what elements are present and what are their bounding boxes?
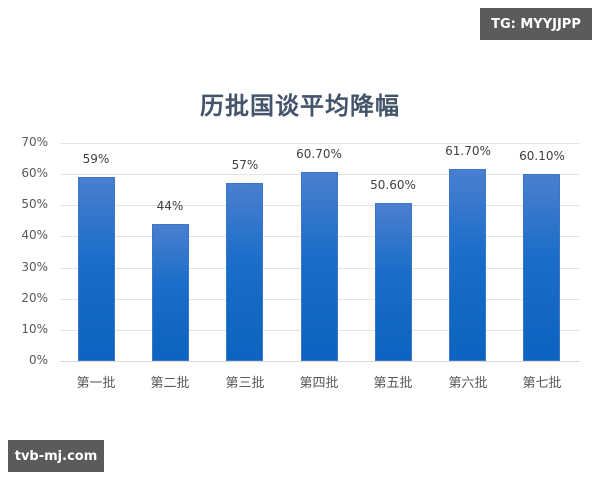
- y-axis-tick: 70%: [21, 135, 48, 149]
- bar: [152, 224, 189, 361]
- bar: [449, 169, 486, 361]
- x-axis-tick: 第五批: [373, 376, 413, 391]
- bar: [301, 172, 338, 361]
- x-axis-tick: 第四批: [299, 376, 339, 391]
- chart-title: 历批国谈平均降幅: [200, 92, 400, 120]
- x-axis-tick: 第六批: [448, 376, 488, 391]
- site-watermark: tvb-mj.com: [8, 440, 104, 472]
- bar: [523, 174, 560, 361]
- y-axis-tick: 0%: [28, 353, 48, 367]
- x-axis-tick: 第三批: [225, 376, 265, 391]
- y-axis-tick: 20%: [21, 291, 48, 305]
- bar: [375, 203, 412, 361]
- bar-value-label: 44%: [156, 199, 184, 213]
- y-axis-tick: 40%: [21, 228, 48, 242]
- bar-value-label: 50.60%: [370, 178, 416, 192]
- y-axis-tick: 50%: [21, 197, 48, 211]
- bar-value-label: 57%: [231, 158, 259, 172]
- x-axis-tick: 第二批: [150, 376, 190, 391]
- x-axis-tick: 第七批: [522, 376, 562, 391]
- bar-value-label: 60.10%: [519, 149, 565, 163]
- gridline: [60, 361, 580, 362]
- bar: [78, 177, 115, 361]
- bar-value-label: 59%: [82, 152, 110, 166]
- x-axis-tick: 第一批: [76, 376, 116, 391]
- bar: [226, 183, 263, 361]
- y-axis-tick: 60%: [21, 166, 48, 180]
- y-axis-tick: 10%: [21, 322, 48, 336]
- bar-value-label: 60.70%: [296, 147, 342, 161]
- gridline: [60, 143, 580, 144]
- telegram-watermark: TG: MYYJJPP: [480, 8, 592, 40]
- bar-value-label: 61.70%: [445, 144, 491, 158]
- y-axis-tick: 30%: [21, 260, 48, 274]
